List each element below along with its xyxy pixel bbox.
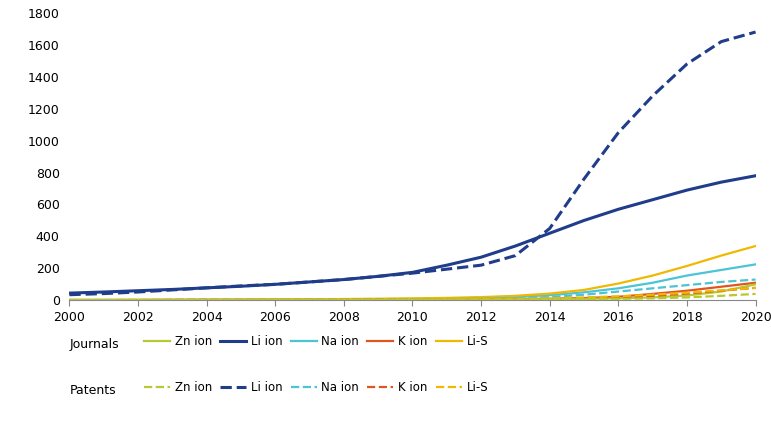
Legend: Zn ion, Li ion, Na ion, K ion, Li-S: Zn ion, Li ion, Na ion, K ion, Li-S	[144, 381, 488, 394]
Text: Journals: Journals	[69, 338, 119, 350]
Text: Patents: Patents	[69, 384, 116, 397]
